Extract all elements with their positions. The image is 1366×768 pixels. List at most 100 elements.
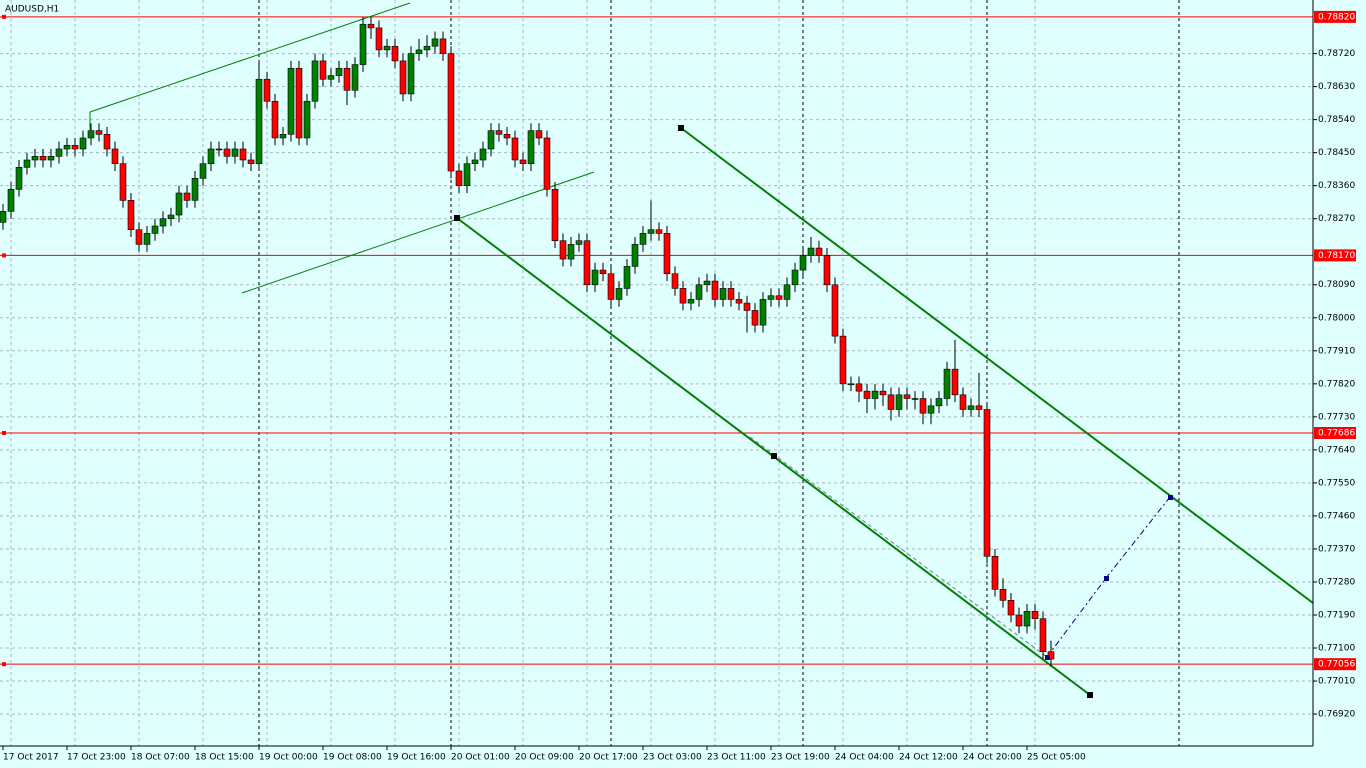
grid [0, 0, 1313, 746]
level-marker [2, 14, 6, 19]
candle-body [263, 78, 271, 102]
candle-body [559, 240, 567, 260]
candle-body [495, 130, 503, 135]
candle-body [23, 159, 31, 168]
y-tick-label: 0.77730 [1318, 412, 1355, 422]
candle-body [911, 398, 919, 400]
candle-body [1039, 618, 1047, 652]
candle-body [143, 233, 151, 245]
anchor-point [1104, 576, 1109, 581]
candle-body [135, 229, 143, 245]
candle-body [951, 368, 959, 396]
x-tick-label: 25 Oct 05:00 [1027, 753, 1086, 763]
candle-body [735, 299, 743, 304]
candle-body [519, 159, 527, 164]
x-tick-label: 23 Oct 11:00 [707, 753, 766, 763]
candle-body [703, 280, 711, 286]
x-tick-label: 24 Oct 12:00 [899, 753, 958, 763]
x-tick-label: 24 Oct 04:00 [835, 753, 894, 763]
candle-body [631, 244, 639, 267]
x-tick-label: 17 Oct 2017 [3, 753, 59, 763]
y-tick-label: 0.76920 [1318, 710, 1355, 720]
y-tick-label: 0.77640 [1318, 445, 1355, 455]
candle-body [335, 67, 343, 76]
candle-body [799, 255, 807, 271]
candle-body [511, 137, 519, 161]
y-tick-label: 0.78270 [1318, 214, 1355, 224]
y-tick-label: 0.78090 [1318, 280, 1355, 290]
candle-body [471, 159, 479, 164]
x-tick-label: 18 Oct 15:00 [195, 753, 254, 763]
candle-body [871, 390, 879, 399]
candle-body [711, 280, 719, 300]
candle-body [487, 130, 495, 150]
candle-body [247, 159, 255, 164]
candle-body [1023, 611, 1031, 627]
candle-body [407, 53, 415, 95]
y-tick-label: 0.77460 [1318, 511, 1355, 521]
candle-body [591, 269, 599, 286]
candle-body [399, 60, 407, 95]
candle-body [327, 75, 335, 80]
x-tick-label: 18 Oct 07:00 [131, 753, 190, 763]
candle-body [111, 148, 119, 164]
candle-body [255, 78, 263, 164]
y-tick-label: 0.77100 [1318, 644, 1355, 654]
y-tick-label: 0.77010 [1318, 677, 1355, 687]
candle-body [55, 148, 63, 157]
candle-body [887, 394, 895, 410]
candle-body [575, 240, 583, 245]
candle-body [159, 218, 167, 227]
candle-body [623, 266, 631, 289]
candle-body [87, 130, 95, 139]
anchor-points [454, 125, 1173, 698]
axes: 0.78720 0.78630 0.78540 0.78450 0.78360 0.782… [2, 10, 1356, 763]
candle-body [663, 233, 671, 275]
candle-body [95, 130, 103, 135]
candle-body [567, 244, 575, 260]
candle-body [319, 60, 327, 80]
level-label: 0.78820 [1318, 12, 1355, 22]
candle-body [447, 53, 455, 172]
candle-body [671, 273, 679, 289]
candle-body [655, 229, 663, 234]
x-tick-label: 19 Oct 16:00 [387, 753, 446, 763]
candle-body [167, 214, 175, 219]
candle-body [879, 390, 887, 396]
candles [0, 16, 1055, 667]
candle-body [215, 148, 223, 151]
x-tick-label: 23 Oct 19:00 [771, 753, 830, 763]
anchor-point [1087, 692, 1093, 698]
candle-body [687, 299, 695, 304]
x-tick-label: 19 Oct 00:00 [259, 753, 318, 763]
level-label-box [1314, 658, 1356, 671]
anchor-point [1045, 655, 1050, 660]
anchor-point [1168, 495, 1173, 500]
candle-body [599, 269, 607, 275]
level-label: 0.77686 [1318, 428, 1355, 438]
candle-body [751, 310, 759, 326]
candle-body [463, 163, 471, 186]
candle-body [207, 148, 215, 164]
candle-body [175, 192, 183, 216]
channel-line [680, 127, 1314, 604]
candle-body [759, 299, 767, 326]
x-tick-label: 17 Oct 23:00 [67, 753, 126, 763]
candle-body [855, 383, 863, 392]
candle-body [903, 394, 911, 399]
candle-body [439, 38, 447, 54]
candle-body [15, 167, 23, 190]
candle-body [383, 45, 391, 51]
candle-body [71, 145, 79, 150]
candle-body [31, 156, 39, 161]
candle-body [775, 295, 783, 300]
candle-body [351, 64, 359, 91]
candle-body [535, 130, 543, 139]
candle-body [839, 335, 847, 385]
candle-body [783, 284, 791, 300]
anchor-point [771, 453, 777, 459]
candle-body [719, 288, 727, 300]
candle-body [191, 178, 199, 201]
